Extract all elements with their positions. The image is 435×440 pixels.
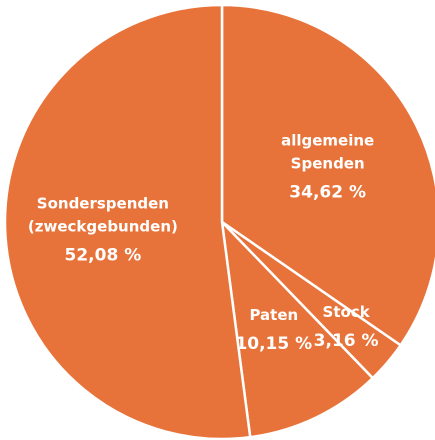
- slice-label: Paten 10,15 %: [194, 304, 354, 356]
- slice-label: allgemeine Spenden 34,62 %: [248, 129, 408, 204]
- category-label: Sonderspenden (zweckgebunden): [27, 194, 178, 236]
- pie-slice: [220, 218, 375, 439]
- value-label: 52,08 %: [64, 245, 142, 266]
- category-label: Paten: [249, 305, 299, 324]
- value-label: 10,15 %: [235, 333, 313, 354]
- value-label: 34,62 %: [289, 182, 367, 203]
- pie-slice: [220, 3, 435, 348]
- slice-label: Stock 3,16 %: [266, 301, 426, 353]
- category-label: Stock: [322, 303, 370, 322]
- value-label: 3,16 %: [313, 331, 379, 352]
- category-label: allgemeine Spenden: [281, 131, 375, 173]
- slice-label: Sonderspenden (zweckgebunden) 52,08 %: [23, 192, 183, 267]
- pie-slice: [3, 3, 252, 440]
